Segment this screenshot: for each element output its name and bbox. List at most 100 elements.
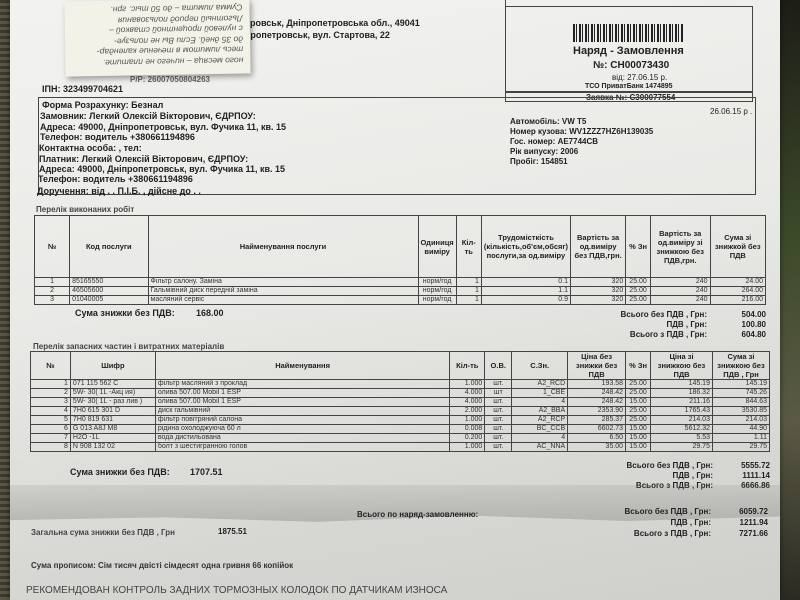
column-header: % Зн — [625, 215, 651, 278]
table-cell: рідина охолоджуюча 60 л — [154, 424, 451, 434]
works-discount-label: Сума знижки без ПДВ: — [75, 308, 175, 318]
table-cell: шт — [484, 388, 513, 398]
total-label: Всього з ПДВ , Грн: — [633, 529, 711, 538]
table-cell: 4.000 — [449, 388, 486, 398]
table-cell: 186.32 — [650, 388, 713, 398]
supplier-address-2: пропетровськ, вул. Стартова, 22 — [245, 30, 390, 40]
table-cell: шт. — [484, 397, 513, 407]
table-cell: 4 — [30, 406, 71, 416]
total-value: 6059.72 — [739, 507, 768, 516]
total-label: ПДВ , Грн: — [666, 320, 707, 329]
table-cell: 145.19 — [711, 379, 771, 389]
table-cell: масляний сервіс — [147, 295, 419, 305]
table-cell: 6.50 — [567, 433, 627, 443]
table-cell: 4 — [511, 397, 569, 407]
sticky-note-text: ного месяца – ничего не платите. тесь ли… — [72, 3, 244, 69]
column-header: № — [30, 351, 71, 380]
table-cell: 25.00 — [625, 388, 652, 398]
table-cell: 214.03 — [711, 415, 771, 425]
table-cell: фільтр масляний з проклад — [154, 379, 451, 389]
table-header-row: № Шифр Найменування Кіл-ть О.В. С.Зн. Ціна без… — [30, 351, 771, 380]
table-cell: 15.00 — [625, 397, 652, 407]
customer: Замовник: Легкий Олексій Вікторович, ЄДР… — [40, 111, 256, 121]
total-value: 7271.66 — [739, 529, 768, 538]
table-cell: 1 — [455, 295, 482, 305]
table-cell: 6602.73 — [567, 424, 627, 434]
total-label: Всього без ПДВ , Грн: — [620, 310, 707, 319]
vehicle-car: Автомобіль: VW T5 — [510, 117, 587, 126]
total-value: 5555.72 — [741, 461, 770, 470]
table-cell: 6 — [30, 424, 71, 434]
table-cell: 0.008 — [449, 424, 486, 434]
table-cell: G 013 A8J M8 — [69, 424, 156, 434]
column-header: Ціна зі знижкою без ПДВ — [650, 351, 713, 380]
table-cell: 145.19 — [650, 379, 713, 389]
supplier-ipn: ІПН: 323499704621 — [42, 84, 124, 94]
table-cell: 240 — [649, 295, 711, 305]
table-cell: диск гальмівний — [154, 406, 451, 416]
total-discount-label: Загальна сума знижки без ПДВ , Грн — [31, 528, 175, 537]
table-cell: 29.75 — [650, 442, 713, 452]
table-cell: олива 507.00 Mobil 1 ESP — [154, 388, 451, 398]
supplier-address-1: ровськ, Дніпропетровська обл., 49041 — [250, 18, 420, 28]
table-cell: 35.00 — [567, 442, 627, 452]
table-row: 1 85165550 Фільтр салону. Заміна норм/год 1 0… — [33, 277, 767, 287]
table-cell: 193.58 — [567, 379, 627, 389]
table-cell: 745.26 — [711, 388, 771, 398]
table-cell: олива 507.00 Mobil 1 ESP — [154, 397, 451, 407]
table-cell: 25.00 — [625, 295, 651, 305]
works-table: № Код послуги Найменування послуги Одиниця … — [33, 215, 767, 305]
customer-address: Адреса: 49000, Дніпропетровськ, вул. Фуч… — [40, 122, 287, 132]
column-header: Найменування — [154, 351, 451, 380]
table-cell: шт. — [484, 379, 513, 389]
table-cell: 285.37 — [567, 415, 627, 425]
parts-discount-label: Сума знижки без ПДВ: — [70, 467, 170, 477]
column-header: С.Зн. — [511, 351, 569, 380]
total-label: Всього з ПДВ , Грн: — [629, 330, 707, 339]
table-row: 2 5W- 30( 1L -Акц ия) олива 507.00 Mobil 1… — [30, 388, 771, 398]
table-cell: 2353.90 — [567, 406, 627, 416]
table-cell: BC_CCB — [511, 424, 569, 434]
table-cell: 1 — [30, 379, 71, 389]
table-cell: 071 115 562 C — [69, 379, 156, 389]
table-cell: 15.00 — [625, 442, 652, 452]
table-cell: 0.9 — [480, 295, 572, 305]
table-cell: 1.000 — [449, 415, 486, 425]
column-header: Кіл-ть — [449, 351, 486, 380]
payment-form: Форма Розрахунку: Безнал — [42, 100, 164, 110]
table-cell: 0.200 — [449, 433, 486, 443]
table-cell: 844.63 — [711, 397, 771, 407]
table-row: 5 7H0 819 631 фільтр повітряний салона 1.00… — [30, 415, 771, 425]
column-header: Код послуги — [69, 215, 149, 278]
table-cell: 01040005 — [69, 295, 149, 305]
total-value: 6666.86 — [741, 481, 770, 490]
column-header: Сума зі знижкой без ПДВ — [709, 215, 767, 278]
table-cell: 5.53 — [650, 433, 713, 443]
barcode — [573, 24, 683, 42]
client-box — [38, 97, 756, 195]
table-cell: 1.11 — [711, 433, 771, 443]
table-cell: 85165550 — [69, 277, 149, 287]
table-cell: 3 — [30, 397, 71, 407]
total-value: 1111.14 — [742, 471, 770, 480]
table-cell: 240 — [649, 286, 711, 296]
total-label: ПДВ , Грн: — [672, 471, 713, 480]
table-cell: N 908 132 02 — [69, 442, 156, 452]
table-cell: 0.1 — [480, 277, 572, 287]
total-label: Всього без ПДВ , Грн: — [624, 507, 711, 516]
table-cell: 5W- 30( 1L - раз лив ) — [69, 397, 156, 407]
table-cell: 7H0 615 301 D — [69, 406, 156, 416]
table-cell: 1 — [33, 277, 71, 287]
table-cell: 1 — [455, 286, 482, 296]
column-header: Шифр — [69, 351, 156, 380]
power-of-attorney: Доручення: від . . П.І.Б. , дійсне до . … — [37, 186, 201, 196]
table-cell: 1.000 — [449, 379, 486, 389]
table-cell: 3 — [33, 295, 71, 305]
table-cell: 5612.32 — [650, 424, 713, 434]
table-cell: 25.00 — [625, 286, 651, 296]
table-cell: 2 — [33, 286, 71, 296]
parts-title: Перелік запасних частин і витратних мате… — [33, 342, 225, 351]
table-cell: 1765.43 — [650, 406, 713, 416]
column-header: Найменування послуги — [147, 215, 419, 278]
supplier-account: Р/Р: 26007050804263 — [130, 75, 210, 84]
